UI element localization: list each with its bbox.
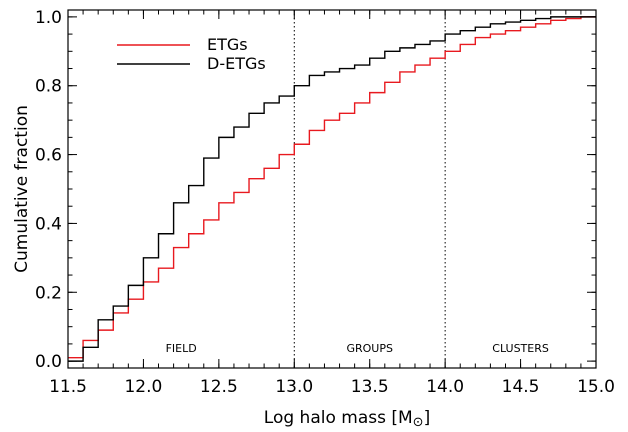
x-tick-label: 14.0 [426,377,464,397]
y-tick-label: 1.0 [35,8,62,28]
x-tick-label: 11.5 [49,377,87,397]
x-tick-label: 13.5 [351,377,389,397]
x-axis-label-close: ] [424,408,431,428]
y-tick-label: 0.4 [35,214,62,234]
legend-label: D-ETGs [207,54,266,73]
x-tick-label: 12.0 [124,377,162,397]
series-d-etgs [68,16,596,362]
y-tick-label: 0.6 [35,146,62,166]
y-axis-label: Cumulative fraction [12,105,32,273]
x-axis-label: Log halo mass [M⊙] [264,408,430,430]
x-tick-label: 14.5 [502,377,540,397]
x-tick-label: 13.0 [275,377,313,397]
region-label-clusters: CLUSTERS [492,342,549,355]
legend-label: ETGs [207,35,248,54]
region-label-groups: GROUPS [346,342,393,355]
x-tick-label: 15.0 [577,377,615,397]
y-tick-label: 0.2 [35,283,62,303]
x-axis-label-symbol: ⊙ [413,415,424,430]
y-tick-label: 0.0 [35,352,62,372]
x-axis-label-main: Log halo mass [M [264,408,413,428]
y-tick-label: 0.8 [35,77,62,97]
series-etgs [68,16,596,359]
x-tick-label: 12.5 [200,377,238,397]
region-label-field: FIELD [166,342,197,355]
